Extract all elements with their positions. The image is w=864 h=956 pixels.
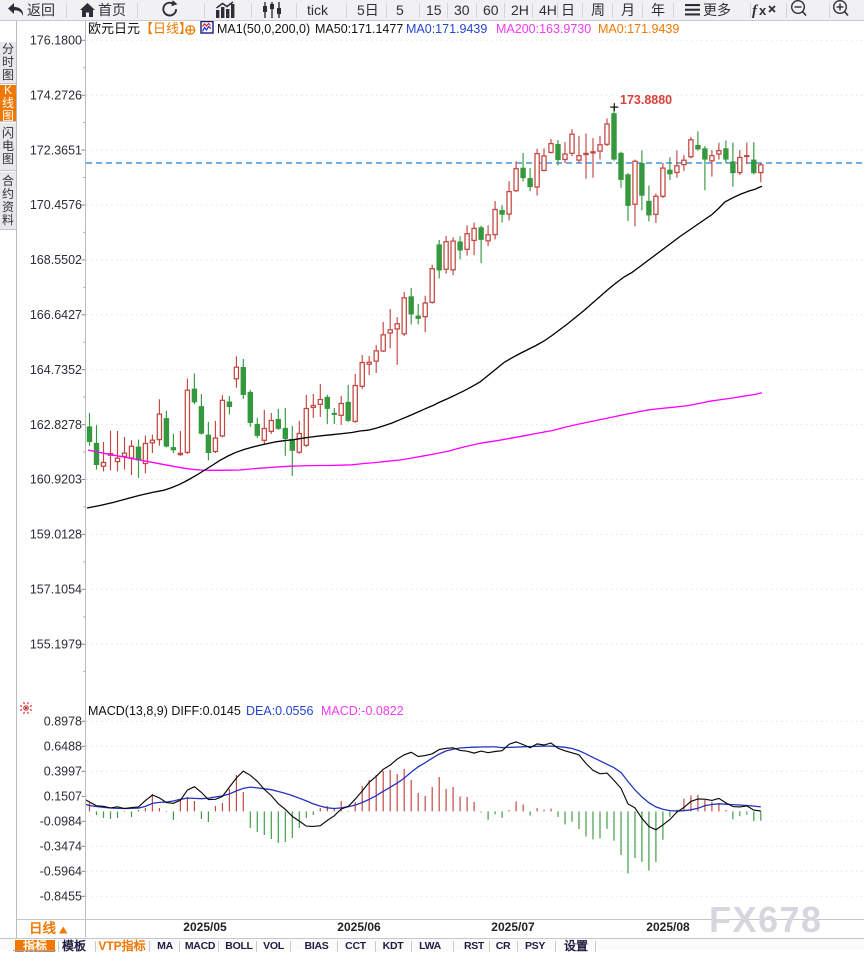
svg-text:160.9203: 160.9203 (30, 473, 82, 487)
svg-text:173.8880: 173.8880 (620, 93, 672, 107)
svg-text:0.8978: 0.8978 (44, 715, 82, 729)
svg-text:2025/06: 2025/06 (337, 920, 381, 934)
svg-text:155.1979: 155.1979 (30, 637, 82, 651)
svg-text:MA50:171.1477: MA50:171.1477 (315, 22, 403, 36)
svg-text:f: f (752, 3, 759, 18)
svg-text:MA0:171.9439: MA0:171.9439 (598, 22, 679, 36)
svg-text:0.1507: 0.1507 (44, 790, 82, 804)
svg-text:172.3651: 172.3651 (30, 143, 82, 157)
svg-text:日线: 日线 (29, 920, 56, 936)
svg-text:MA1(50,0,200,0): MA1(50,0,200,0) (217, 22, 310, 36)
svg-text:-0.3474: -0.3474 (40, 840, 82, 854)
svg-text:162.8278: 162.8278 (30, 418, 82, 432)
svg-text:-0.8455: -0.8455 (40, 890, 82, 904)
svg-text:170.4576: 170.4576 (30, 198, 82, 212)
svg-text:2025/05: 2025/05 (183, 920, 227, 934)
svg-text:欧元日元: 欧元日元 (88, 21, 140, 36)
svg-text:x: x (759, 3, 767, 18)
svg-text:0.3997: 0.3997 (44, 765, 82, 779)
svg-text:166.6427: 166.6427 (30, 308, 82, 322)
svg-text:168.5502: 168.5502 (30, 253, 82, 267)
svg-text:FX678: FX678 (709, 899, 823, 940)
svg-text:MA0:171.9439: MA0:171.9439 (406, 22, 487, 36)
svg-text:159.0128: 159.0128 (30, 528, 82, 542)
svg-text:MACD:-0.0822: MACD:-0.0822 (321, 704, 404, 718)
svg-text:【日线】: 【日线】 (140, 21, 192, 36)
svg-text:164.7352: 164.7352 (30, 363, 82, 377)
svg-text:MACD(13,8,9) DIFF:0.0145: MACD(13,8,9) DIFF:0.0145 (88, 704, 241, 718)
svg-text:DEA:0.0556: DEA:0.0556 (246, 704, 313, 718)
svg-text:2025/08: 2025/08 (646, 920, 690, 934)
svg-text:157.1054: 157.1054 (30, 583, 82, 597)
svg-text:-0.5964: -0.5964 (40, 865, 82, 879)
svg-text:MA200:163.9730: MA200:163.9730 (496, 22, 591, 36)
svg-text:2025/07: 2025/07 (491, 920, 535, 934)
svg-text:176.1800: 176.1800 (30, 34, 82, 48)
svg-text:-0.0984: -0.0984 (40, 815, 82, 829)
svg-text:0.6488: 0.6488 (44, 740, 82, 754)
svg-text:174.2726: 174.2726 (30, 88, 82, 102)
